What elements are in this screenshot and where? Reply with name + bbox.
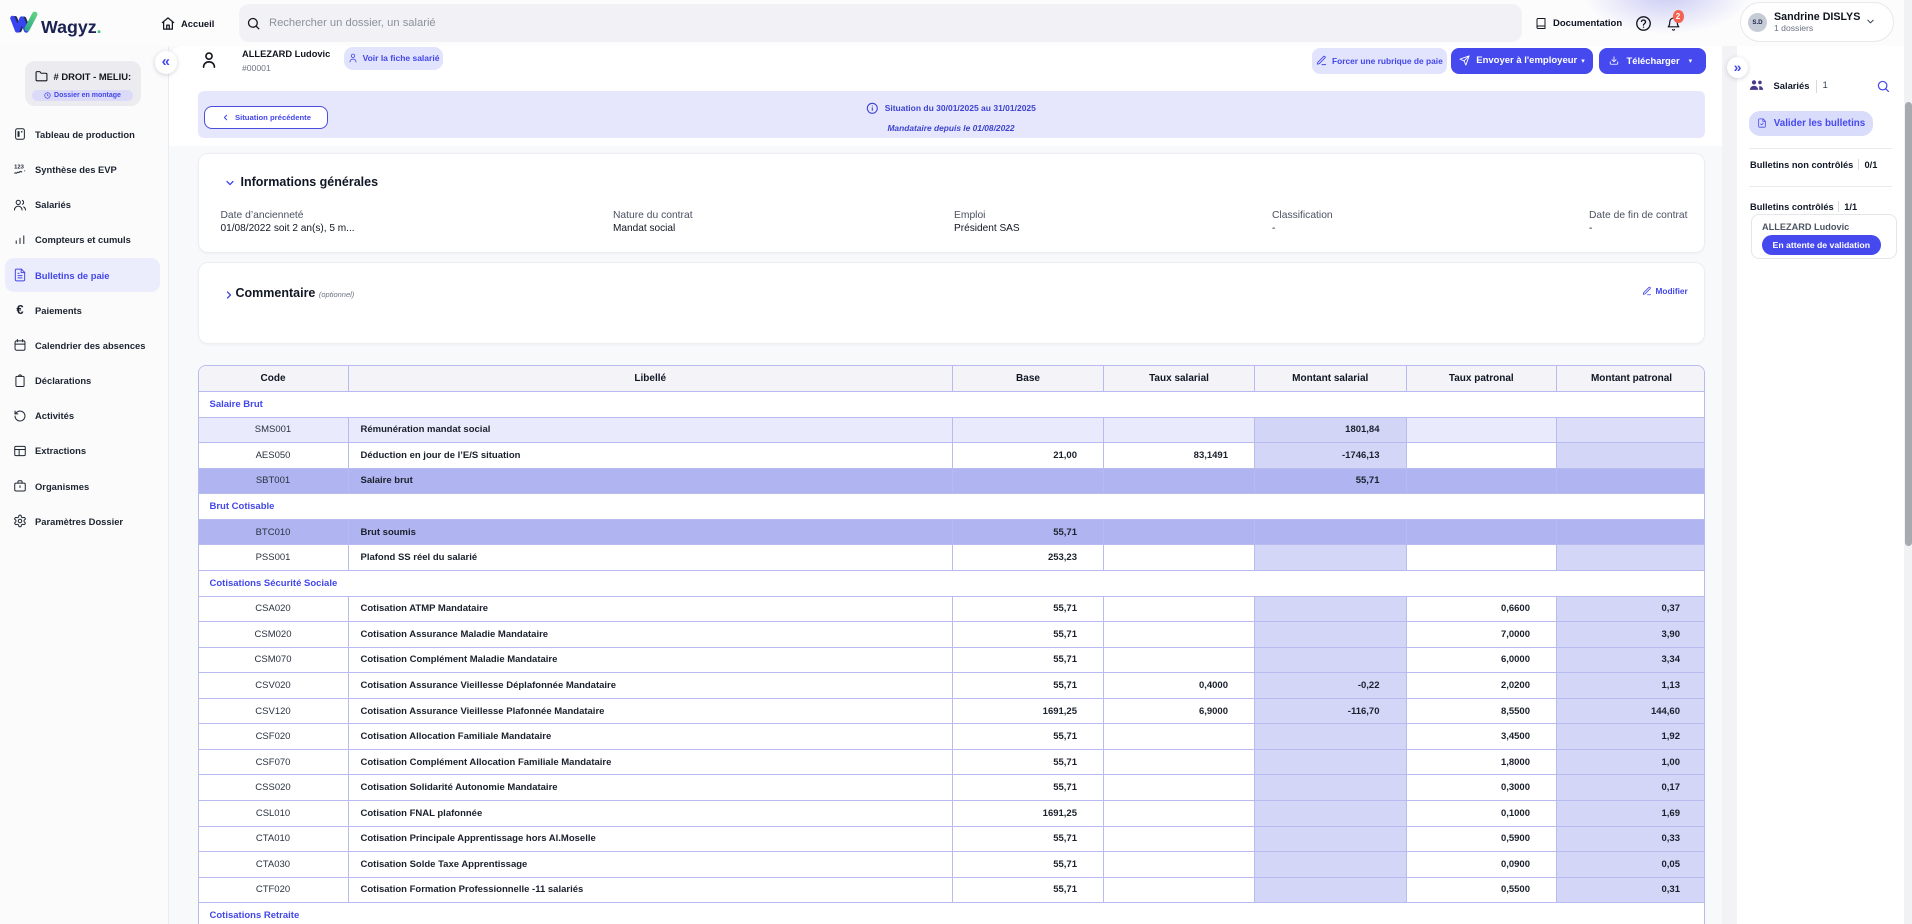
svg-text:123: 123 (14, 164, 24, 170)
